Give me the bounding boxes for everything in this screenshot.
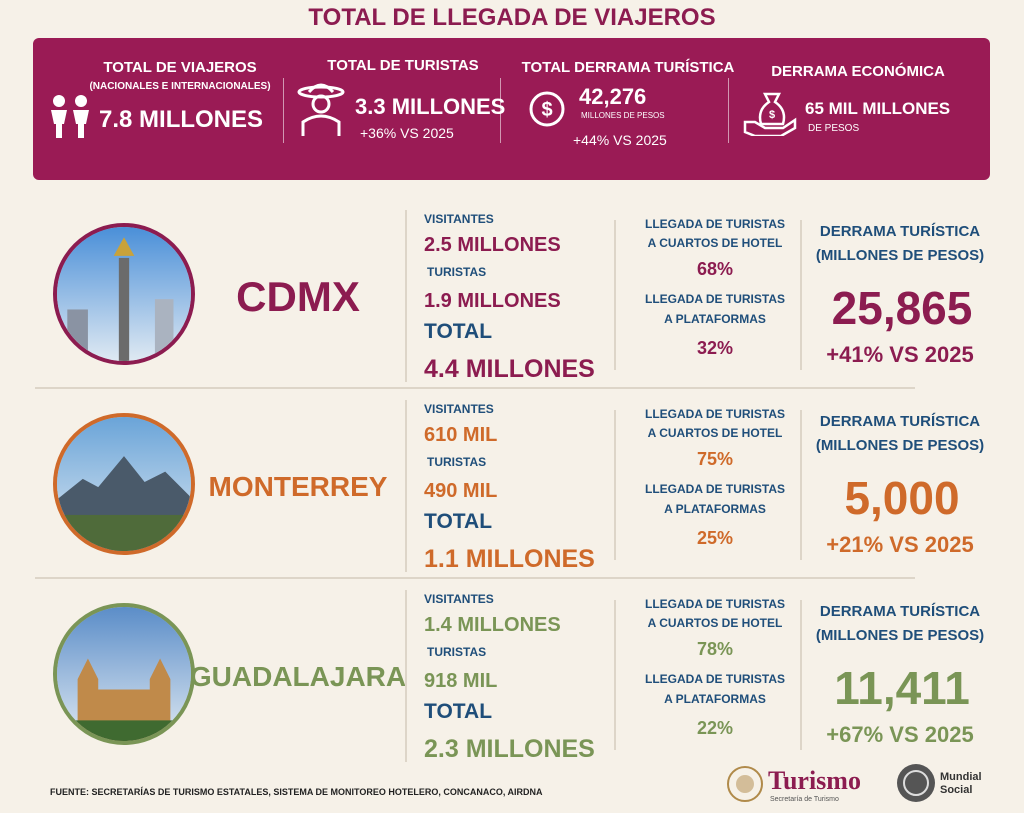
total-label: TOTAL <box>424 509 493 533</box>
platform-value: 25% <box>696 528 734 548</box>
svg-text:$: $ <box>541 99 552 121</box>
platform-label: LLEGADA DE TURISTAS <box>645 672 785 686</box>
tourist-icon <box>297 83 345 136</box>
spend-label: DERRAMA TURÍSTICA <box>819 602 981 620</box>
divider <box>405 210 407 382</box>
spend-change: +67% VS 2025 <box>826 722 974 747</box>
visitors-value: 610 MIL <box>424 424 498 446</box>
visitors-label: VISITANTES <box>424 402 494 416</box>
divider <box>405 400 407 572</box>
hotel-label: LLEGADA DE TURISTAS <box>645 407 785 421</box>
spend-value: 5,000 <box>844 472 960 524</box>
divider <box>800 220 802 370</box>
hotel-label: LLEGADA DE TURISTAS <box>645 217 785 231</box>
tourists-label: TURISTAS <box>427 455 487 469</box>
money-icon: $ <box>529 91 565 127</box>
source: FUENTE: SECRETARÍAS DE TURISMO ESTATALES… <box>50 787 543 797</box>
summary-value: 3.3 MILLONES <box>355 94 506 119</box>
city-photo-art <box>57 417 191 551</box>
city-photo-art <box>57 607 191 741</box>
money-bag-icon: $ <box>743 92 797 136</box>
visitors-label: VISITANTES <box>424 212 494 226</box>
city-name: CDMX <box>236 273 360 320</box>
tourists-label: TURISTAS <box>427 265 487 279</box>
city-photo <box>53 413 195 555</box>
turismo-logo: Turismo <box>768 766 861 795</box>
spend-label: (MILLONES DE PESOS) <box>815 246 985 264</box>
divider <box>614 220 616 370</box>
hotel-label: A CUARTOS DE HOTEL <box>647 616 783 630</box>
platform-value: 22% <box>696 718 734 738</box>
summary-label: TOTAL DE TURISTAS <box>327 57 479 74</box>
summary-label: TOTAL DE VIAJEROS <box>103 59 257 76</box>
platform-label: LLEGADA DE TURISTAS <box>645 482 785 496</box>
mundial-logo: Social <box>940 784 973 796</box>
summary-value: 65 MIL MILLONES <box>805 99 951 118</box>
spend-label: DERRAMA TURÍSTICA <box>819 412 981 430</box>
city-photo <box>53 603 195 745</box>
title: TOTAL DE LLEGADA DE VIAJEROS <box>308 4 716 31</box>
hotel-value: 78% <box>696 639 734 659</box>
city-photo <box>53 223 195 365</box>
summary-label: TOTAL DERRAMA TURÍSTICA <box>521 59 735 76</box>
summary-unit: DE PESOS <box>808 123 860 134</box>
row-divider <box>35 387 915 389</box>
turismo-sub: Secretaría de Turismo <box>770 796 839 803</box>
tourists-label: TURISTAS <box>427 645 487 659</box>
summary-label: DERRAMA ECONÓMICA <box>771 63 945 80</box>
spend-change: +21% VS 2025 <box>826 532 974 557</box>
total-value: 1.1 MILLONES <box>424 544 595 573</box>
total-value: 2.3 MILLONES <box>424 734 595 763</box>
tourists-value: 1.9 MILLONES <box>424 290 561 312</box>
divider <box>614 600 616 750</box>
summary-unit: MILLONES DE PESOS <box>581 111 665 120</box>
spend-label: DERRAMA TURÍSTICA <box>819 222 981 240</box>
mundial-emblem <box>897 764 935 802</box>
spend-label: (MILLONES DE PESOS) <box>815 436 985 454</box>
spend-value: 11,411 <box>834 662 970 714</box>
tourists-value: 918 MIL <box>424 670 498 692</box>
turismo-emblem <box>727 766 763 802</box>
hotel-value: 75% <box>696 449 734 469</box>
summary-banner: TOTAL DE VIAJEROS (NACIONALES E INTERNAC… <box>33 38 990 180</box>
summary-value: 7.8 MILLONES <box>99 106 264 133</box>
summary-value: 42,276 <box>579 84 647 109</box>
spend-value: 25,865 <box>831 282 973 334</box>
spend-change: +41% VS 2025 <box>826 342 974 367</box>
divider <box>405 590 407 762</box>
summary-sublabel: (NACIONALES E INTERNACIONALES) <box>89 81 271 92</box>
people-icon <box>51 95 89 138</box>
platform-label: A PLATAFORMAS <box>664 692 766 706</box>
mundial-logo: Mundial <box>940 771 982 783</box>
total-value: 4.4 MILLONES <box>424 354 595 383</box>
hotel-label: A CUARTOS DE HOTEL <box>647 236 783 250</box>
visitors-value: 1.4 MILLONES <box>424 614 561 636</box>
hotel-value: 68% <box>696 259 734 279</box>
city-name: GUADALAJARA <box>189 661 407 692</box>
platform-value: 32% <box>696 338 734 358</box>
divider <box>800 410 802 560</box>
svg-text:$: $ <box>769 109 775 121</box>
divider <box>800 600 802 750</box>
row-divider <box>35 577 915 579</box>
summary-change: +36% VS 2025 <box>360 125 454 141</box>
hotel-label: A CUARTOS DE HOTEL <box>647 426 783 440</box>
platform-label: A PLATAFORMAS <box>664 502 766 516</box>
city-photo-art <box>57 227 191 361</box>
summary-change: +44% VS 2025 <box>573 132 667 148</box>
visitors-value: 2.5 MILLONES <box>424 234 561 256</box>
hotel-label: LLEGADA DE TURISTAS <box>645 597 785 611</box>
spend-label: (MILLONES DE PESOS) <box>815 626 985 644</box>
tourists-value: 490 MIL <box>424 480 498 502</box>
total-label: TOTAL <box>424 699 493 723</box>
platform-label: LLEGADA DE TURISTAS <box>645 292 785 306</box>
divider <box>614 410 616 560</box>
platform-label: A PLATAFORMAS <box>664 312 766 326</box>
visitors-label: VISITANTES <box>424 592 494 606</box>
total-label: TOTAL <box>424 319 493 343</box>
city-name: MONTERREY <box>208 471 388 502</box>
